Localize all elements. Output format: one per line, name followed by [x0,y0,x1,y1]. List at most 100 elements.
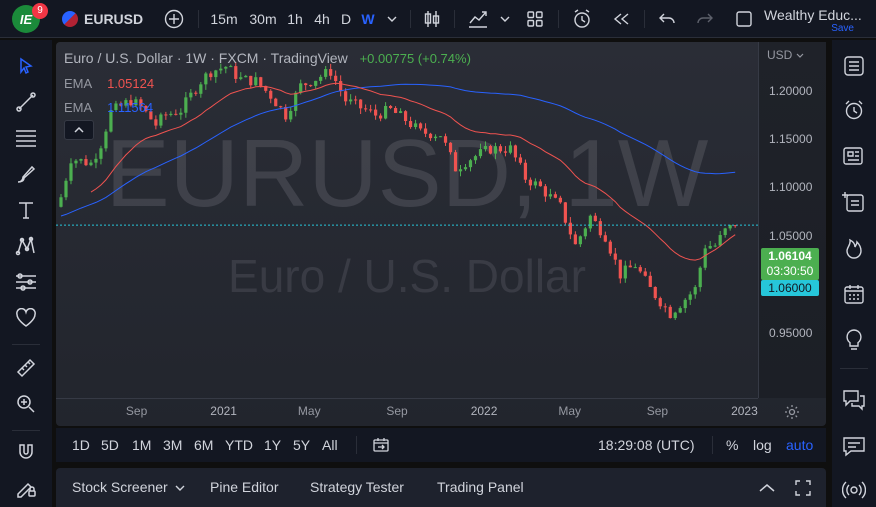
ruler-tool[interactable] [8,350,44,386]
candle-body [164,114,168,116]
ema-fast-legend[interactable]: EMA 1.05124 [64,76,154,91]
range-all[interactable]: All [322,437,338,453]
candle-body [209,73,213,78]
brush-tool[interactable] [8,156,44,192]
heart-icon [16,308,36,327]
interval-4h[interactable]: 4h [314,11,330,27]
chevron-down-icon [796,53,804,58]
fullscreen-layout-button[interactable] [730,0,758,38]
pattern-tool[interactable] [8,228,44,264]
candle-body [533,181,538,186]
tab-trading-panel[interactable]: Trading Panel [437,479,524,495]
fib-tool[interactable] [8,120,44,156]
symbol-search[interactable]: EURUSD [62,0,144,38]
interval-30m[interactable]: 30m [249,11,277,27]
candlestick-chart[interactable]: EURUSD, 1W Euro / U.S. Dollar [56,42,758,398]
layout-name: Wealthy Educ... [764,6,862,23]
candle-body [688,294,692,300]
alerts-button[interactable] [838,94,870,126]
user-avatar[interactable]: IE 9 [10,0,48,38]
tab-pine-editor[interactable]: Pine Editor [210,479,279,495]
range-3m[interactable]: 3M [163,437,183,453]
prediction-tool[interactable] [8,264,44,300]
alarm-clock-icon [845,100,863,120]
lock-drawings-tool[interactable] [8,470,44,506]
log-toggle[interactable]: log [753,437,772,453]
range-1d[interactable]: 1D [72,437,90,453]
calendar-button[interactable] [838,278,870,310]
interval-dropdown[interactable] [384,0,400,38]
indicators-dropdown[interactable] [498,0,512,38]
data-window-button[interactable] [838,186,870,218]
interval-1h[interactable]: 1h [287,11,303,27]
range-5y[interactable]: 5Y [293,437,311,453]
range-1y[interactable]: 1Y [264,437,282,453]
layout-menu[interactable]: Wealthy Educ... Save [764,0,872,38]
chart-type-button[interactable] [418,0,446,38]
currency-selector[interactable]: USD [767,48,804,62]
tab-stock-screener[interactable]: Stock Screener [72,479,168,495]
redo-button[interactable] [692,0,718,38]
ema-slow-legend[interactable]: EMA 1.11564 [64,100,153,115]
interval-15m[interactable]: 15m [210,11,238,27]
newspaper-icon [843,147,863,165]
ema-slow-line [60,83,736,217]
price-scale[interactable]: USD 1.200001.150001.100001.050001.000000… [758,42,826,398]
range-1m[interactable]: 1M [132,437,152,453]
candle-body [468,160,473,168]
candle-body [354,99,358,101]
favorites-tool[interactable] [8,300,44,336]
alert-button[interactable] [568,0,596,38]
time-scale[interactable]: Sep 2021 May Sep 2022 May Sep 2023 [56,398,758,426]
auto-toggle[interactable]: auto [786,437,814,453]
currency-label: USD [767,48,793,62]
replay-button[interactable] [608,0,634,38]
goto-date-button[interactable] [372,428,390,462]
news-button[interactable] [838,140,870,172]
percent-toggle[interactable]: % [726,437,739,453]
add-symbol-button[interactable] [162,0,186,38]
stock-screener-dropdown[interactable] [174,468,186,507]
candle-body [388,105,393,109]
templates-button[interactable] [522,0,548,38]
watchlist-button[interactable] [838,50,870,82]
candle-body [334,75,338,82]
save-label[interactable]: Save [831,22,854,34]
price-tick: 1.10000 [769,180,813,195]
chart-settings-button[interactable] [782,402,802,422]
candle-body [174,113,178,115]
candle-body [264,85,268,91]
candle-body [393,108,398,113]
range-6m[interactable]: 6M [194,437,214,453]
range-ytd[interactable]: YTD [225,437,253,453]
ideas-button[interactable] [838,324,870,356]
legend-title[interactable]: Euro / U.S. Dollar · 1W · FXCM · Trading… [64,50,348,66]
undo-button[interactable] [654,0,680,38]
chart-pane[interactable]: EURUSD, 1W Euro / U.S. Dollar Euro / U.S… [56,42,826,426]
chats-button[interactable] [838,384,870,416]
interval-w[interactable]: W [361,11,375,27]
clock-time[interactable]: 18:29:08 (UTC) [598,437,695,453]
range-5d[interactable]: 5D [101,437,119,453]
live-stream-button[interactable] [838,474,870,506]
text-tool[interactable] [8,192,44,228]
candle-body [543,186,548,197]
ema-fast-label: EMA [64,76,92,91]
indicators-button[interactable] [462,0,494,38]
tab-strategy-tester[interactable]: Strategy Tester [310,479,404,495]
hotlists-button[interactable] [838,232,870,264]
collapse-panel-button[interactable] [758,468,776,507]
messages-button[interactable] [838,430,870,462]
interval-d[interactable]: D [340,11,352,27]
candle-body [453,152,458,172]
bar-countdown: 03:30:50 [766,264,814,278]
zoom-tool[interactable] [8,386,44,422]
calendar-icon [844,285,864,304]
trend-line-tool[interactable] [8,84,44,120]
collapse-legend-button[interactable] [64,120,94,140]
magnet-tool[interactable] [8,434,44,470]
maximize-panel-button[interactable] [794,468,812,507]
candle-body [324,69,328,77]
cursor-tool[interactable] [8,48,44,84]
chevron-up-icon [74,126,84,133]
